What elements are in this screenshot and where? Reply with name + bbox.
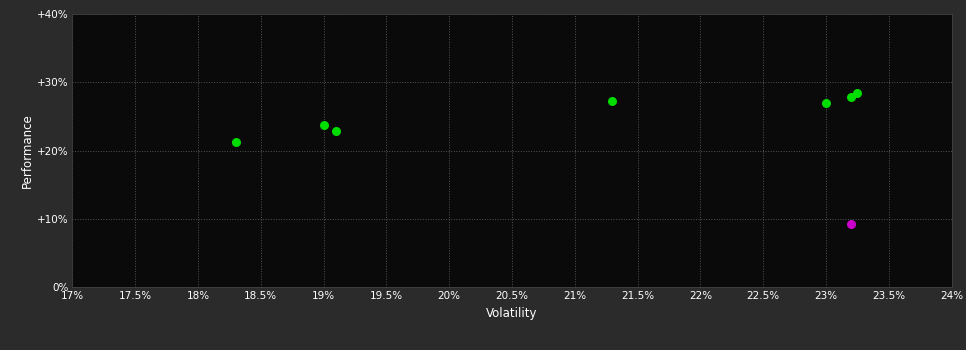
X-axis label: Volatility: Volatility <box>486 307 538 320</box>
Point <box>228 139 243 145</box>
Point <box>328 128 344 134</box>
Point <box>843 221 859 226</box>
Y-axis label: Performance: Performance <box>21 113 34 188</box>
Point <box>605 99 620 104</box>
Point <box>843 94 859 100</box>
Point <box>850 90 866 96</box>
Point <box>818 100 834 106</box>
Point <box>316 122 331 127</box>
